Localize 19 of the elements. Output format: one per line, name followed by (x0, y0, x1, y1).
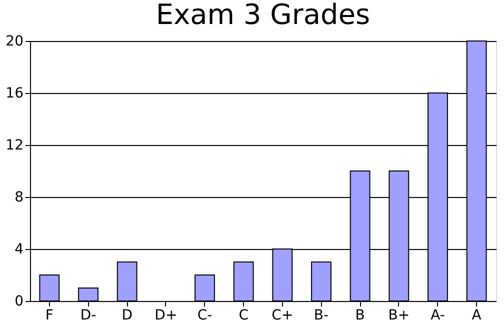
x-tick-label: D+ (154, 308, 178, 324)
y-tick-label: 4 (14, 242, 24, 258)
x-tick-label: C+ (272, 308, 294, 324)
y-tick-label: 0 (14, 294, 24, 310)
x-tick-label: D (122, 308, 132, 324)
x-tick-label: B (355, 308, 365, 324)
y-tick-label: 8 (14, 190, 24, 206)
x-tick-label: B- (314, 308, 329, 324)
y-tick-label: 12 (6, 138, 24, 154)
x-tick-label: A (472, 308, 482, 324)
x-tick-label: D- (80, 308, 96, 324)
x-tick-label: F (45, 308, 54, 324)
x-tick-label: C- (197, 308, 212, 324)
x-tick-label: A- (430, 308, 445, 324)
chart-title: Exam 3 Grades (156, 0, 370, 31)
y-tick-label: 16 (6, 86, 24, 102)
x-tick-label: B+ (388, 308, 410, 324)
y-tick-label: 20 (6, 34, 24, 50)
x-tick-label: C (238, 308, 249, 324)
